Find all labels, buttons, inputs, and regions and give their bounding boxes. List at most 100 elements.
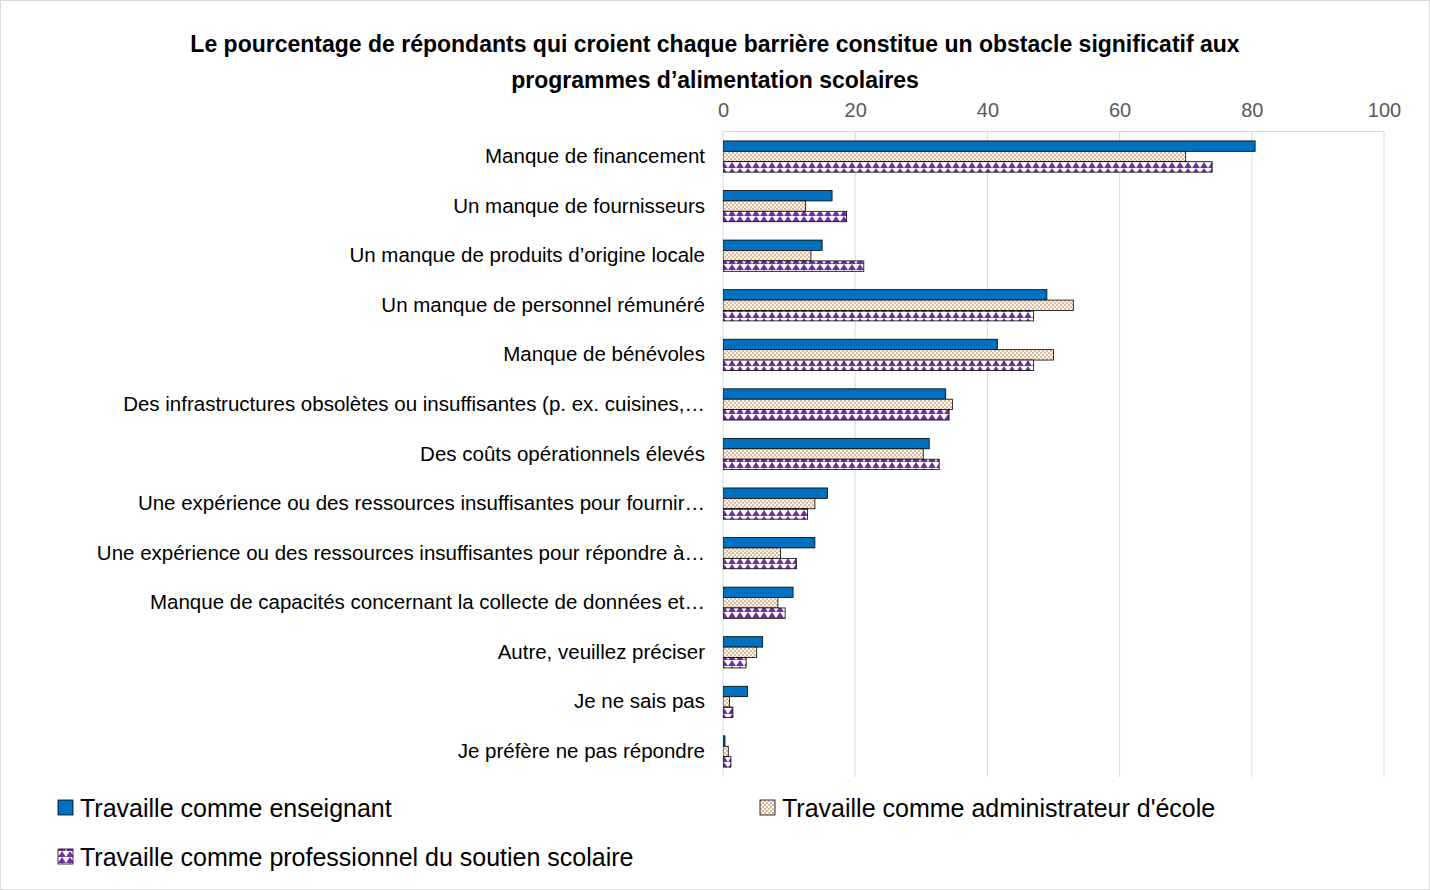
bar <box>723 686 747 696</box>
bar <box>723 608 785 618</box>
tick-label: 20 <box>845 99 867 121</box>
category-label: Des infrastructures obsolètes ou insuffi… <box>123 392 705 415</box>
bar <box>723 141 1255 151</box>
legend-item: Travaille comme administrateur d'école <box>760 794 1215 822</box>
legend-swatch <box>760 800 775 815</box>
tick: Manque de capacités concernant la collec… <box>150 590 705 613</box>
tick: Autre, veuillez préciser <box>498 640 706 663</box>
tick: Je ne sais pas <box>574 689 705 712</box>
bar <box>723 707 733 717</box>
tick: 20 <box>845 99 867 131</box>
tick-label: 60 <box>1109 99 1131 121</box>
tick: Des coûts opérationnels élevés <box>420 442 705 465</box>
title-line: Le pourcentage de répondants qui croient… <box>190 31 1239 57</box>
bar <box>723 697 730 707</box>
bar <box>723 757 731 767</box>
bar <box>723 488 827 498</box>
bar <box>723 459 939 469</box>
category-label: Manque de bénévoles <box>503 342 705 365</box>
axis-line <box>724 131 1385 132</box>
bars <box>723 141 1255 767</box>
bar <box>723 658 746 668</box>
tick: Manque de bénévoles <box>503 342 705 365</box>
legend-label: Travaille comme enseignant <box>80 794 392 822</box>
category-label: Une expérience ou des ressources insuffi… <box>97 541 705 564</box>
tick: Une expérience ou des ressources insuffi… <box>138 491 705 514</box>
legend: Travaille comme enseignant Travaille comm… <box>58 794 1215 871</box>
title-line: programmes d’alimentation scolaires <box>511 67 919 93</box>
bar <box>723 290 1047 300</box>
category-label: Un manque de fournisseurs <box>453 194 705 217</box>
series <box>723 162 1212 767</box>
legend-swatch <box>58 849 73 864</box>
tick: 80 <box>1241 99 1263 131</box>
bar <box>723 300 1073 310</box>
tick: Manque de financement <box>485 144 705 167</box>
tick-label: 40 <box>977 99 999 121</box>
chart: Le pourcentage de répondants qui croient… <box>0 0 1430 890</box>
grid-line <box>1251 131 1252 777</box>
bar <box>723 598 778 608</box>
grid-line <box>1384 131 1385 777</box>
bar <box>723 151 1186 161</box>
bar <box>723 548 781 558</box>
bar <box>723 647 757 657</box>
y-axis: Manque de financement Un manque de fourni… <box>97 144 705 762</box>
bar <box>723 240 822 250</box>
bar <box>723 746 728 756</box>
bar <box>723 509 808 519</box>
bar <box>723 339 997 349</box>
bar <box>723 250 811 260</box>
bar <box>723 637 763 647</box>
bar <box>723 350 1054 360</box>
tick: 40 <box>977 99 999 131</box>
category-label: Autre, veuillez préciser <box>498 640 706 663</box>
bar <box>723 498 815 508</box>
bar <box>723 587 793 597</box>
bar <box>723 360 1034 370</box>
category-label: Manque de financement <box>485 144 705 167</box>
bar <box>723 399 952 409</box>
title: Le pourcentage de répondants qui croient… <box>190 31 1239 93</box>
bar <box>723 410 949 420</box>
category-label: Des coûts opérationnels élevés <box>420 442 705 465</box>
tick: Une expérience ou des ressources insuffi… <box>97 541 705 564</box>
bar <box>723 190 832 200</box>
bar <box>723 201 806 211</box>
bar <box>723 162 1212 172</box>
tick: Un manque de produits d’origine locale <box>349 243 705 266</box>
grid-line <box>987 131 988 777</box>
bar <box>723 449 923 459</box>
bar <box>723 736 725 746</box>
x-axis: 0 20 40 60 80 100 <box>718 99 1401 132</box>
category-label: Manque de capacités concernant la collec… <box>150 590 705 613</box>
tick: 0 <box>718 99 729 131</box>
tick-label: 0 <box>718 99 729 121</box>
tick: Un manque de personnel rémunéré <box>381 293 705 316</box>
category-label: Je préfère ne pas répondre <box>458 739 705 762</box>
bar <box>723 558 796 568</box>
bar <box>723 261 864 271</box>
category-label: Un manque de produits d’origine locale <box>349 243 705 266</box>
grid <box>723 131 1384 777</box>
legend-item: Travaille comme professionnel du soutien… <box>58 843 634 871</box>
legend-swatch <box>58 800 73 815</box>
grid-line <box>1119 131 1120 777</box>
category-label: Une expérience ou des ressources insuffi… <box>138 491 705 514</box>
category-label: Je ne sais pas <box>574 689 705 712</box>
tick: 100 <box>1368 99 1401 131</box>
bar <box>723 211 847 221</box>
legend-label: Travaille comme professionnel du soutien… <box>80 843 634 871</box>
bar <box>723 310 1034 320</box>
background <box>1 1 1430 890</box>
tick: 60 <box>1109 99 1131 131</box>
tick-label: 100 <box>1368 99 1401 121</box>
bar <box>723 438 929 448</box>
bar <box>723 538 815 548</box>
series <box>723 151 1186 756</box>
series <box>723 141 1255 746</box>
category-label: Un manque de personnel rémunéré <box>381 293 705 316</box>
tick: Des infrastructures obsolètes ou insuffi… <box>123 392 705 415</box>
legend-item: Travaille comme enseignant <box>58 794 392 822</box>
tick: Un manque de fournisseurs <box>453 194 705 217</box>
